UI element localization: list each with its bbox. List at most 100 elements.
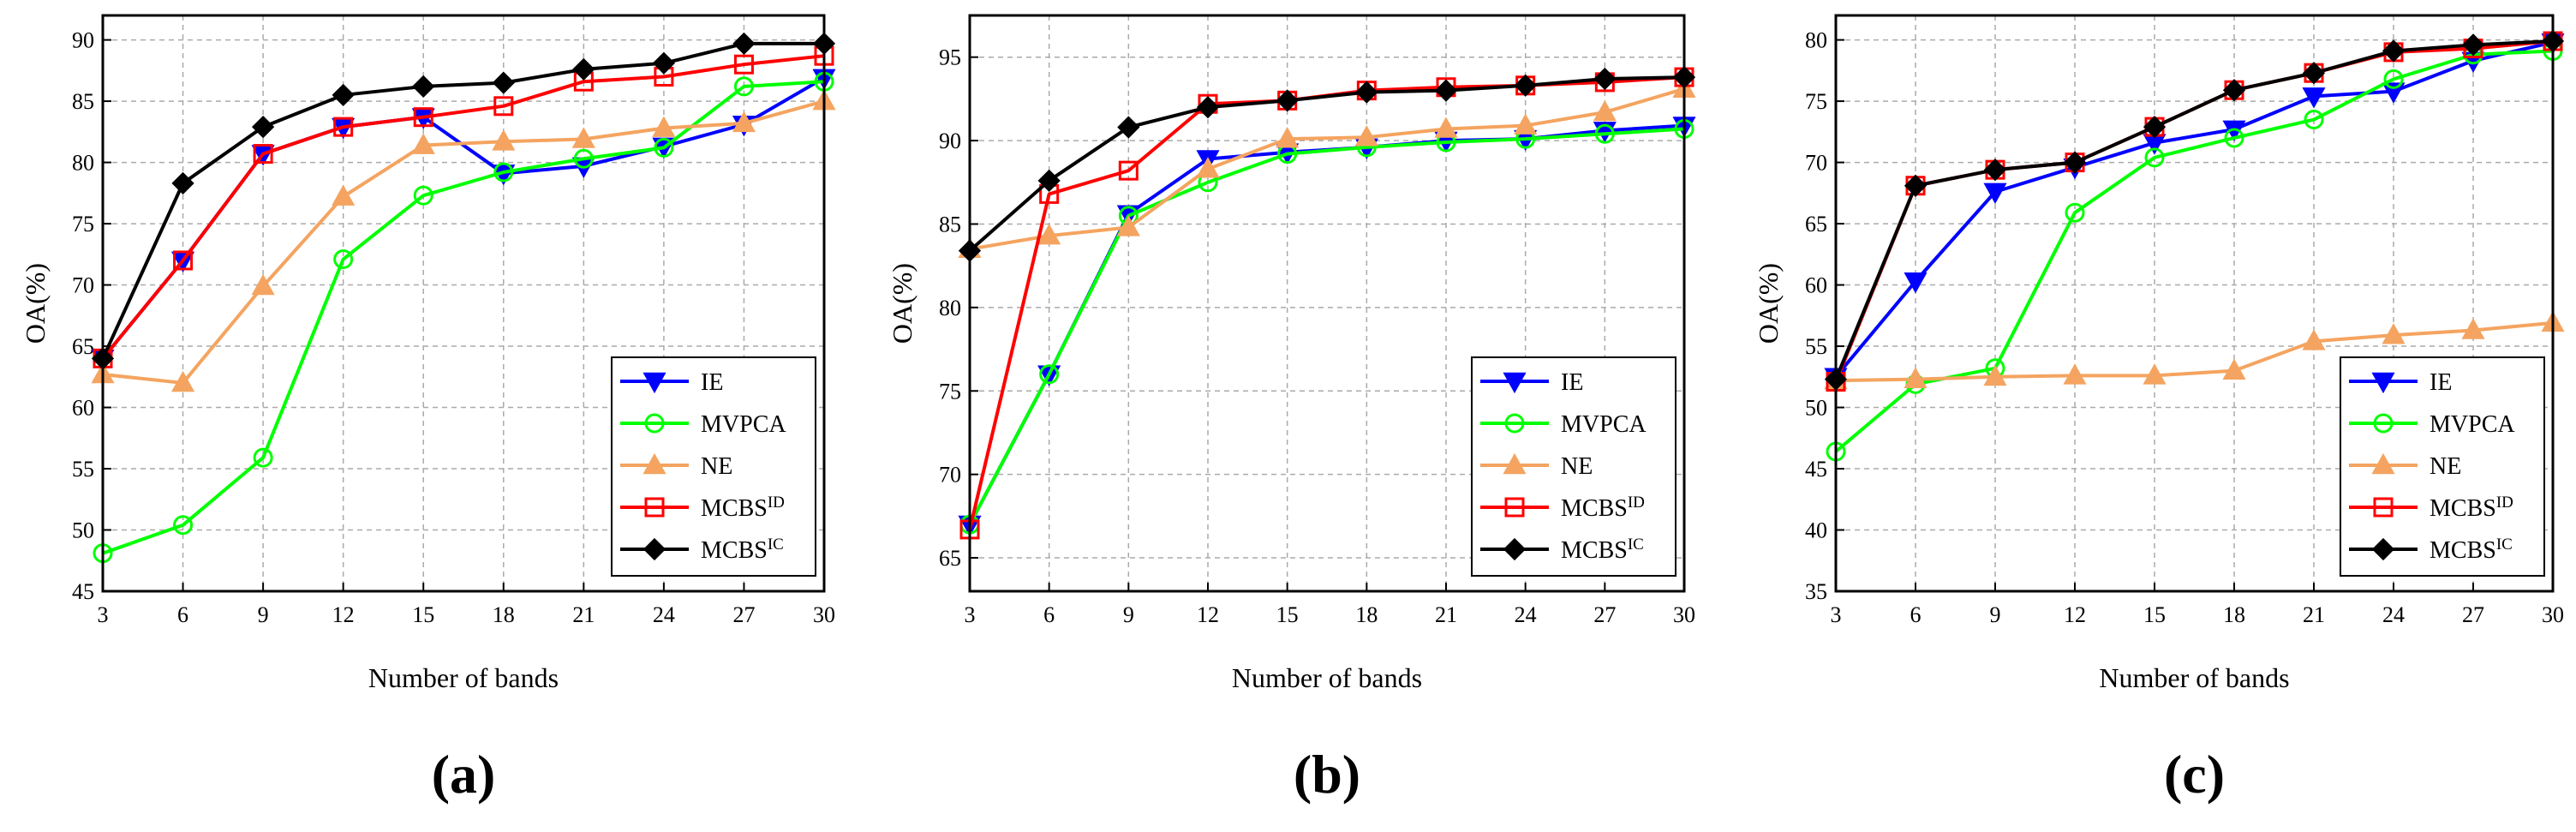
legend-item: MVPCA [620, 411, 786, 438]
x-tick-label: 18 [2223, 602, 2245, 627]
series-mcbs-id [93, 45, 834, 368]
legend-label: MCBSIC [2430, 536, 2513, 564]
x-tick-label: 12 [2064, 602, 2086, 627]
data-point [1354, 125, 1378, 147]
series-line [101, 41, 824, 360]
series-line [1834, 49, 2554, 453]
data-point [2065, 202, 2085, 223]
data-point [2382, 82, 2406, 104]
data-point [173, 515, 194, 536]
x-tick-label: 9 [258, 602, 269, 627]
data-point [2063, 363, 2087, 385]
series-line [101, 76, 826, 360]
legend-label: MCBSID [701, 494, 785, 522]
chart-panel-2: 3 6 9 12 15 18 21 24 27 30 65 70 75 80 85 90 95 Number of… [887, 14, 1696, 805]
y-tick-label: 45 [1805, 457, 1827, 482]
x-tick-label: 21 [2303, 602, 2325, 627]
data-point [1594, 123, 1615, 144]
data-point [1904, 367, 1928, 388]
data-point [1514, 74, 1537, 97]
x-tick-label: 6 [1043, 602, 1055, 627]
legend-marker [1504, 497, 1525, 518]
x-tick-label: 12 [1197, 602, 1219, 627]
data-point [1037, 169, 1061, 192]
x-tick-label: 21 [572, 602, 595, 627]
y-tick-label: 85 [939, 212, 961, 236]
panel-label: (c) [2164, 744, 2225, 805]
series-mcbs-id [1826, 31, 2563, 392]
data-point [333, 249, 354, 270]
data-point [733, 54, 754, 75]
data-point [2143, 363, 2167, 385]
legend-label: MVPCA [1561, 411, 1647, 438]
legend-marker [2371, 372, 2395, 394]
x-tick-label: 27 [1593, 602, 1616, 627]
data-point [171, 370, 195, 392]
x-axis-title: Number of bands [2099, 662, 2289, 693]
legend: IE MVPCA NE MCBSID MCBSIC [611, 356, 816, 577]
y-axis-title: OA(%) [20, 263, 51, 344]
legend-marker [644, 497, 665, 518]
x-tick-label: 15 [412, 602, 434, 627]
legend-marker [643, 452, 666, 475]
legend-item: MCBSIC [620, 536, 784, 564]
y-tick-label: 75 [72, 212, 94, 236]
data-point [733, 76, 754, 97]
legend-label: IE [701, 369, 723, 396]
data-point [1593, 99, 1617, 122]
x-tick-label: 30 [2542, 602, 2564, 627]
x-tick-label: 6 [1910, 602, 1922, 627]
y-tick-label: 50 [72, 518, 94, 543]
y-tick-label: 80 [939, 296, 961, 320]
legend-item: IE [620, 369, 723, 396]
y-tick-label: 70 [939, 463, 961, 488]
series-line [1834, 39, 2554, 380]
data-point [253, 144, 273, 165]
chart-panel-1: 3 6 9 12 15 18 21 24 27 30 45 50 55 60 65 70 75 80 85 90 Num… [20, 14, 836, 805]
series-line [968, 127, 1685, 526]
data-point [492, 129, 516, 151]
data-point [732, 111, 756, 133]
legend-item: MCBSIC [2349, 536, 2513, 564]
x-tick-label: 12 [332, 602, 355, 627]
x-tick-label: 30 [1673, 602, 1695, 627]
series-line [968, 75, 1685, 253]
series-ie [91, 69, 836, 371]
legend-marker [1503, 537, 1527, 561]
series-line [1834, 40, 2554, 379]
panel-label: (a) [432, 744, 496, 805]
data-point [251, 115, 275, 139]
y-tick-label: 75 [939, 379, 961, 404]
series-ie [1824, 33, 2565, 389]
data-point [253, 447, 273, 468]
data-point [332, 184, 356, 206]
data-point [2461, 318, 2485, 339]
data-point [652, 116, 676, 137]
x-tick-label: 15 [1276, 602, 1299, 627]
legend-label: MVPCA [701, 411, 786, 438]
legend-marker [643, 537, 666, 561]
legend-label: MCBSID [2430, 494, 2513, 522]
legend-item: IE [2349, 369, 2452, 396]
data-point [572, 57, 595, 81]
data-point [652, 51, 676, 75]
series-line [969, 87, 1685, 251]
legend-marker [1503, 452, 1527, 475]
y-tick-label: 35 [1805, 579, 1827, 604]
grid [1836, 15, 2553, 592]
plot-frame [968, 14, 1686, 593]
data-point [573, 148, 594, 169]
x-tick-label: 18 [1355, 602, 1378, 627]
data-point [1037, 224, 1061, 245]
y-tick-label: 40 [1805, 518, 1827, 543]
x-axis-title: Number of bands [368, 662, 559, 693]
y-tick-label: 65 [1805, 212, 1827, 236]
legend-item: NE [1480, 452, 1593, 480]
data-point [1196, 96, 1220, 119]
data-point [732, 32, 756, 56]
x-tick-label: 3 [1831, 602, 1842, 627]
series-line [102, 99, 825, 385]
legend-label: MCBSID [1561, 494, 1645, 522]
legend-marker [2371, 537, 2395, 561]
legend-item: MCBSIC [1480, 536, 1644, 564]
